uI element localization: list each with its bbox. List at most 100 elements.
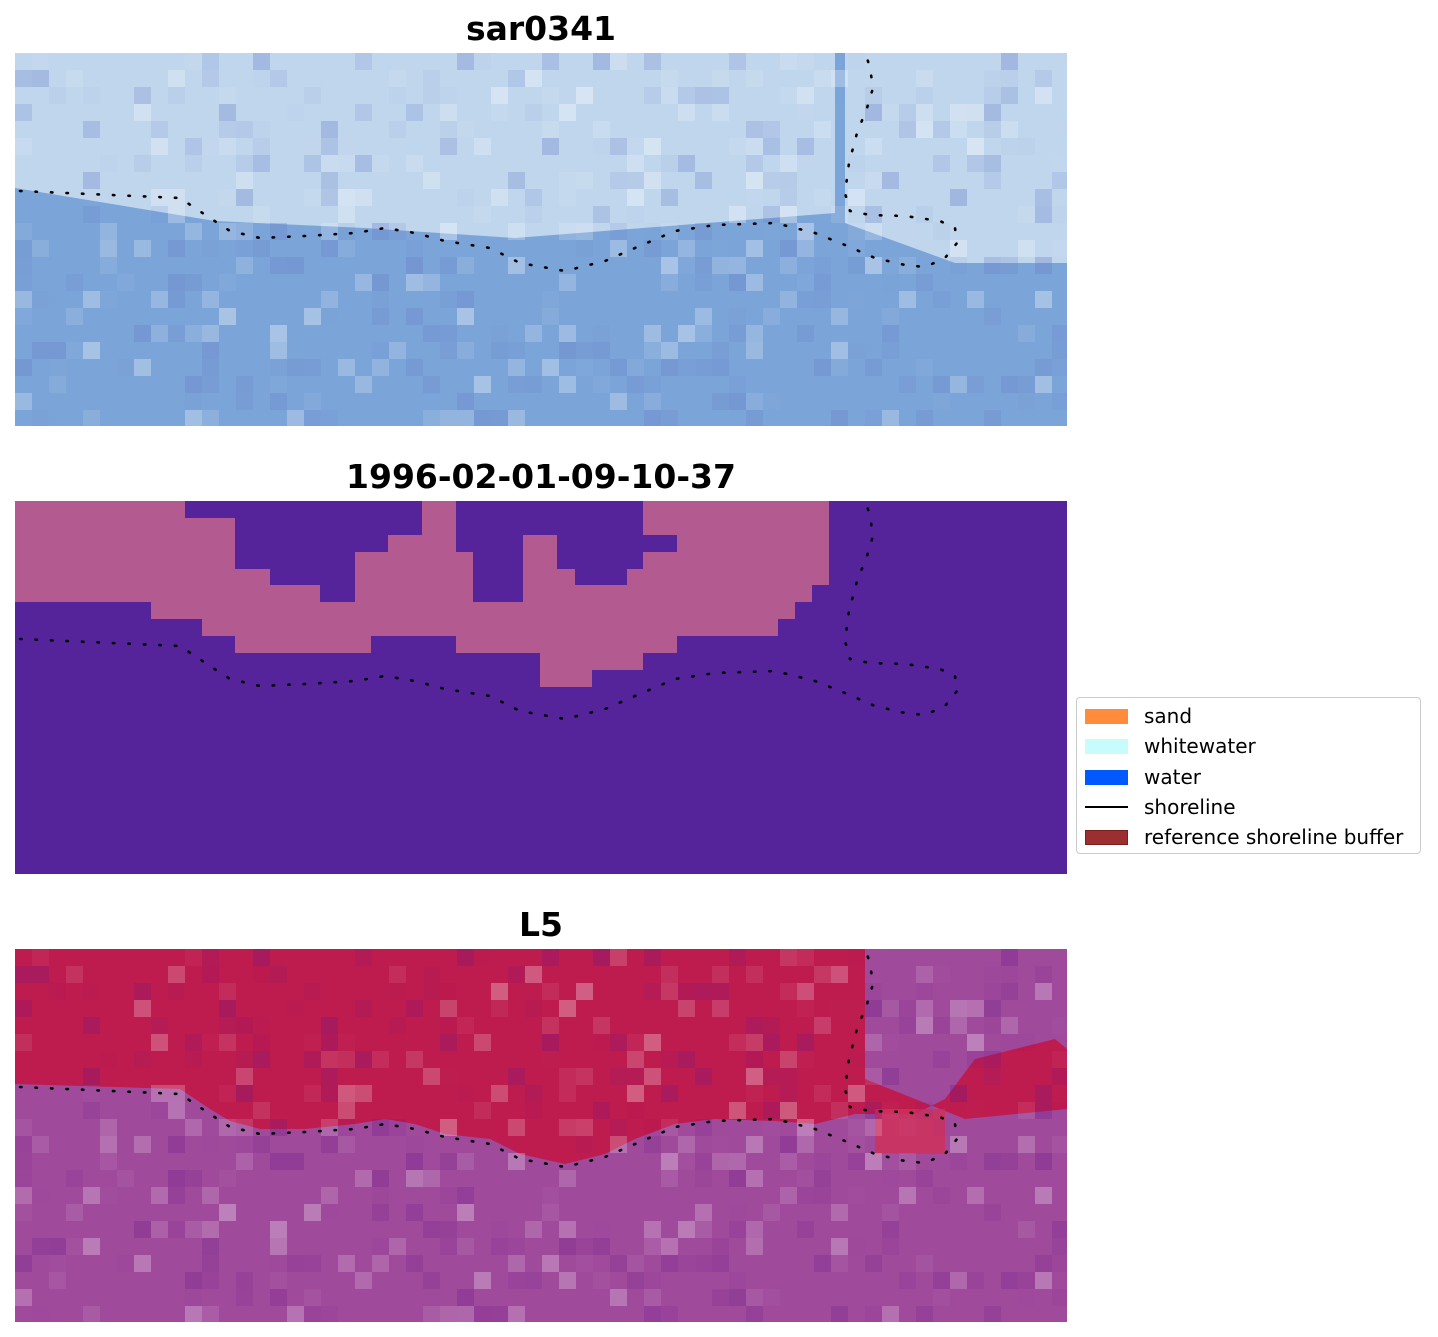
pixel-cell bbox=[746, 121, 763, 138]
pixel-cell bbox=[389, 121, 406, 138]
pixel-cell bbox=[406, 1153, 423, 1170]
pixel-cell bbox=[236, 376, 253, 393]
pixel-cell bbox=[661, 1119, 678, 1136]
pixel-cell bbox=[474, 1034, 491, 1051]
pixel-cell bbox=[202, 240, 219, 257]
pixel-cell bbox=[32, 291, 49, 308]
pixel-cell bbox=[746, 70, 763, 87]
pixel-cell bbox=[746, 1221, 763, 1238]
pixel-cell bbox=[168, 966, 185, 983]
pixel-cell bbox=[304, 189, 321, 206]
pixel-cell bbox=[780, 1102, 797, 1119]
pixel-cell bbox=[321, 1051, 338, 1068]
pixel-cell bbox=[508, 1255, 525, 1272]
pixel-cell bbox=[508, 1238, 525, 1255]
pixel-cell bbox=[593, 1221, 610, 1238]
pixel-cell bbox=[185, 393, 202, 410]
pixel-cell bbox=[253, 206, 270, 223]
pixel-cell bbox=[168, 325, 185, 342]
pixel-cell bbox=[746, 138, 763, 155]
pixel-cell bbox=[202, 966, 219, 983]
pixel-cell bbox=[32, 70, 49, 87]
pixel-cell bbox=[253, 155, 270, 172]
pixel-cell bbox=[134, 983, 151, 1000]
pixel-cell bbox=[15, 291, 32, 308]
pixel-cell bbox=[848, 949, 865, 966]
pixel-cell bbox=[865, 1119, 882, 1136]
pixel-cell bbox=[1035, 206, 1052, 223]
legend-swatch bbox=[1085, 738, 1128, 754]
pixel-cell bbox=[389, 70, 406, 87]
pixel-cell bbox=[542, 138, 559, 155]
pixel-cell bbox=[831, 342, 848, 359]
pixel-cell bbox=[440, 138, 457, 155]
pixel-cell bbox=[644, 1034, 661, 1051]
pixel-cell bbox=[712, 70, 729, 87]
pixel-cell bbox=[49, 359, 66, 376]
pixel-cell bbox=[168, 206, 185, 223]
pixel-cell bbox=[576, 983, 593, 1000]
pixel-cell bbox=[865, 1153, 882, 1170]
pixel-cell bbox=[797, 983, 814, 1000]
pixel-cell bbox=[508, 342, 525, 359]
pixel-cell bbox=[695, 274, 712, 291]
pixel-cell bbox=[933, 70, 950, 87]
pixel-cell bbox=[508, 966, 525, 983]
pixel-cell bbox=[304, 393, 321, 410]
pixel-cell bbox=[100, 1136, 117, 1153]
pixel-cell bbox=[627, 1068, 644, 1085]
pixel-cell bbox=[236, 1085, 253, 1102]
pixel-cell bbox=[491, 1221, 508, 1238]
pixel-cell bbox=[644, 949, 661, 966]
pixel-cell bbox=[457, 1238, 474, 1255]
pixel-cell bbox=[661, 189, 678, 206]
pixel-cell bbox=[729, 325, 746, 342]
pixel-cell bbox=[916, 274, 933, 291]
pixel-cell bbox=[15, 70, 32, 87]
pixel-cell bbox=[508, 1153, 525, 1170]
pixel-cell bbox=[593, 376, 610, 393]
pixel-cell bbox=[763, 308, 780, 325]
pixel-cell bbox=[32, 1136, 49, 1153]
pixel-cell bbox=[304, 1085, 321, 1102]
pixel-cell bbox=[1001, 1153, 1018, 1170]
pixel-cell bbox=[865, 1102, 882, 1119]
pixel-cell bbox=[406, 155, 423, 172]
pixel-cell bbox=[729, 1204, 746, 1221]
pixel-cell bbox=[950, 257, 967, 274]
pixel-cell bbox=[729, 274, 746, 291]
pixel-cell bbox=[372, 342, 389, 359]
pixel-cell bbox=[457, 189, 474, 206]
pixel-cell bbox=[559, 1170, 576, 1187]
pixel-cell bbox=[746, 966, 763, 983]
pixel-cell bbox=[1052, 1017, 1067, 1034]
pixel-cell bbox=[542, 983, 559, 1000]
pixel-cell bbox=[882, 1306, 899, 1322]
land-blob bbox=[875, 1109, 945, 1154]
pixel-cell bbox=[593, 53, 610, 70]
pixel-cell bbox=[355, 1272, 372, 1289]
pixel-cell bbox=[525, 325, 542, 342]
pixel-cell bbox=[66, 342, 83, 359]
pixel-cell bbox=[202, 1306, 219, 1322]
pixel-cell bbox=[797, 87, 814, 104]
pixel-cell bbox=[627, 138, 644, 155]
pixel-cell bbox=[406, 240, 423, 257]
pixel-cell bbox=[457, 1153, 474, 1170]
pixel-cell bbox=[168, 983, 185, 1000]
pixel-cell bbox=[338, 1034, 355, 1051]
pixel-cell bbox=[746, 1306, 763, 1322]
pixel-cell bbox=[644, 1289, 661, 1306]
pixel-cell bbox=[253, 70, 270, 87]
pixel-cell bbox=[542, 87, 559, 104]
pixel-cell bbox=[542, 1204, 559, 1221]
pixel-cell bbox=[100, 1051, 117, 1068]
pixel-cell bbox=[338, 138, 355, 155]
pixel-cell bbox=[491, 87, 508, 104]
pixel-cell bbox=[134, 1000, 151, 1017]
pixel-cell bbox=[610, 53, 627, 70]
pixel-cell bbox=[355, 1170, 372, 1187]
pixel-cell bbox=[338, 1085, 355, 1102]
pixel-cell bbox=[661, 1153, 678, 1170]
pixel-cell bbox=[15, 1204, 32, 1221]
